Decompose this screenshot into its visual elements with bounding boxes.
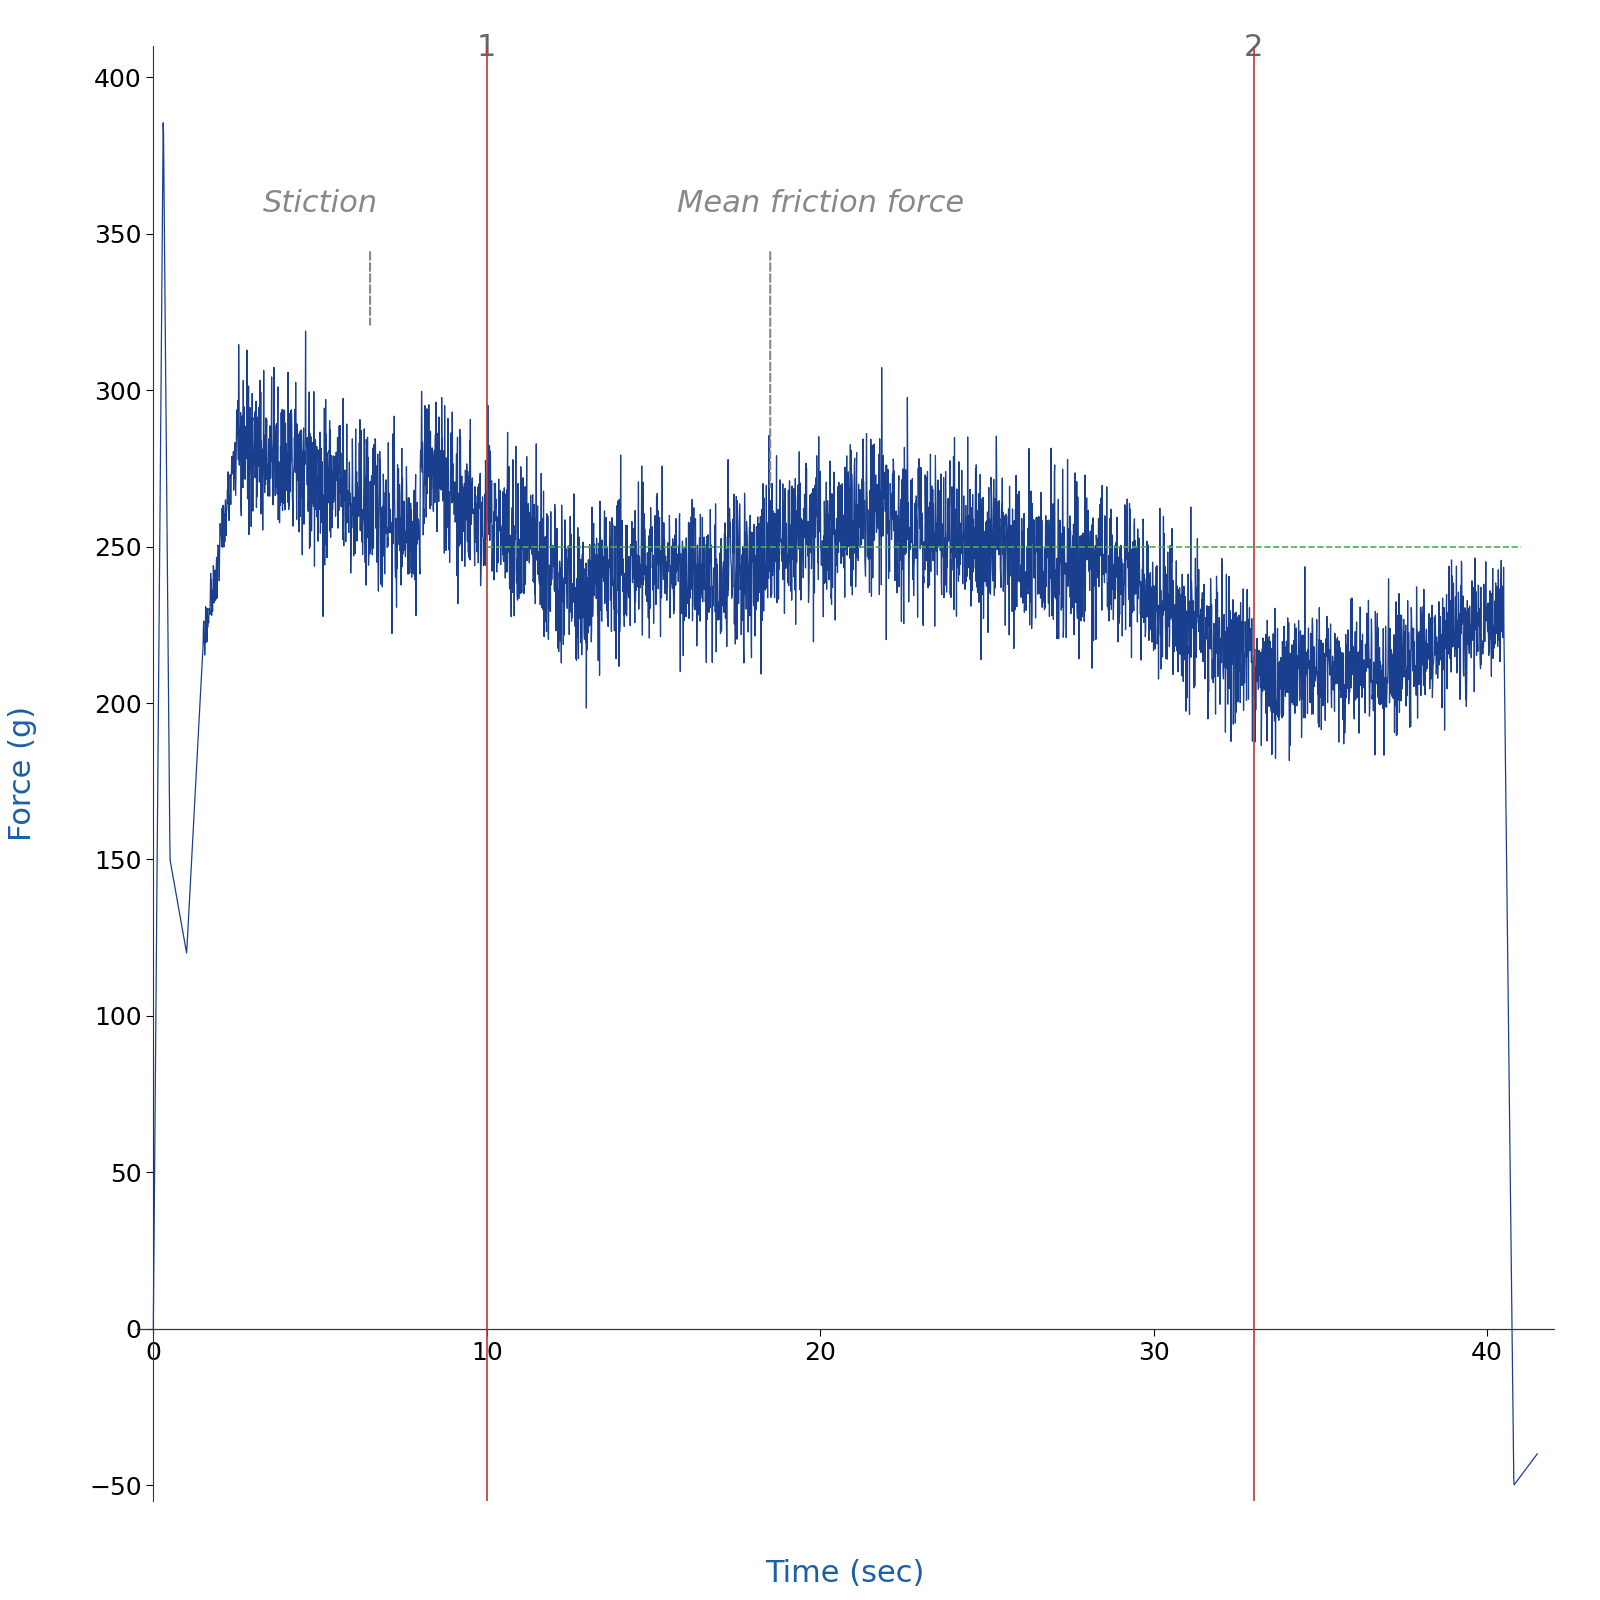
Text: Stiction: Stiction: [262, 189, 378, 218]
Y-axis label: Force (g): Force (g): [8, 706, 37, 842]
Text: Mean friction force: Mean friction force: [677, 189, 963, 218]
Text: 1: 1: [477, 32, 496, 62]
Text: 2: 2: [1245, 32, 1264, 62]
X-axis label: Time (sec): Time (sec): [765, 1558, 925, 1589]
